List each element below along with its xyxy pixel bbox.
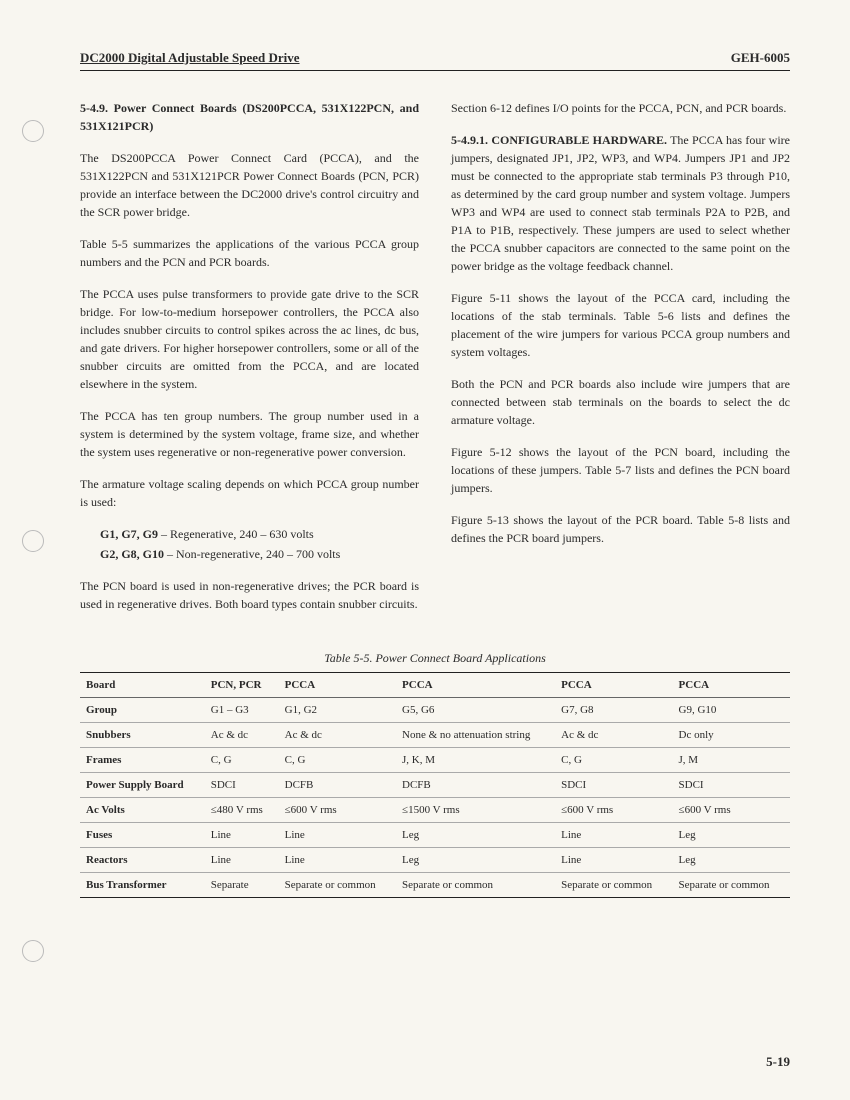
row-label: Snubbers	[80, 723, 205, 748]
paragraph: Section 6-12 defines I/O points for the …	[451, 99, 790, 117]
row-label: Reactors	[80, 848, 205, 873]
col-header: PCN, PCR	[205, 673, 279, 698]
punch-hole	[22, 120, 44, 142]
table-cell: Ac & dc	[279, 723, 396, 748]
row-label: Fuses	[80, 823, 205, 848]
table-cell: SDCI	[205, 773, 279, 798]
table-cell: Line	[555, 848, 672, 873]
row-label: Bus Transformer	[80, 873, 205, 898]
table-cell: C, G	[279, 748, 396, 773]
table-cell: None & no attenuation string	[396, 723, 555, 748]
table-cell: Line	[279, 848, 396, 873]
table-cell: ≤600 V rms	[673, 798, 790, 823]
voltage-list: G1, G7, G9 – Regenerative, 240 – 630 vol…	[80, 525, 419, 563]
table-cell: Line	[279, 823, 396, 848]
table-cell: Line	[205, 848, 279, 873]
table-row: FusesLineLineLegLineLeg	[80, 823, 790, 848]
table-cell: Separate or common	[396, 873, 555, 898]
table-cell: Ac & dc	[555, 723, 672, 748]
punch-hole	[22, 530, 44, 552]
paragraph: The PCCA uses pulse transformers to prov…	[80, 285, 419, 393]
group-desc: – Non-regenerative, 240 – 700 volts	[164, 547, 340, 561]
page-header: DC2000 Digital Adjustable Speed Drive GE…	[80, 50, 790, 71]
table-cell: ≤600 V rms	[555, 798, 672, 823]
table-cell: Dc only	[673, 723, 790, 748]
table-cell: ≤1500 V rms	[396, 798, 555, 823]
row-label: Ac Volts	[80, 798, 205, 823]
table-row: Power Supply BoardSDCIDCFBDCFBSDCISDCI	[80, 773, 790, 798]
applications-table: Board PCN, PCR PCCA PCCA PCCA PCCA Group…	[80, 672, 790, 898]
table-row: Bus TransformerSeparateSeparate or commo…	[80, 873, 790, 898]
col-header: PCCA	[555, 673, 672, 698]
table-row: Ac Volts≤480 V rms≤600 V rms≤1500 V rms≤…	[80, 798, 790, 823]
table-row: FramesC, GC, GJ, K, MC, GJ, M	[80, 748, 790, 773]
row-label: Power Supply Board	[80, 773, 205, 798]
table-cell: C, G	[555, 748, 672, 773]
table-cell: Separate or common	[555, 873, 672, 898]
table-cell: G9, G10	[673, 698, 790, 723]
col-header: PCCA	[673, 673, 790, 698]
table-cell: Ac & dc	[205, 723, 279, 748]
table-cell: Leg	[396, 848, 555, 873]
table-cell: G5, G6	[396, 698, 555, 723]
punch-hole	[22, 940, 44, 962]
page-number: 5-19	[766, 1054, 790, 1070]
paragraph: Both the PCN and PCR boards also include…	[451, 375, 790, 429]
group-label: G1, G7, G9	[100, 527, 158, 541]
table-cell: ≤480 V rms	[205, 798, 279, 823]
table-cell: Leg	[673, 823, 790, 848]
col-header: PCCA	[279, 673, 396, 698]
paragraph: Figure 5-12 shows the layout of the PCN …	[451, 443, 790, 497]
table-cell: J, M	[673, 748, 790, 773]
paragraph: The PCCA has ten group numbers. The grou…	[80, 407, 419, 461]
table-cell: Separate or common	[673, 873, 790, 898]
table-cell: SDCI	[555, 773, 672, 798]
table-cell: Leg	[396, 823, 555, 848]
table-cell: Line	[555, 823, 672, 848]
table-row: GroupG1 – G3G1, G2G5, G6G7, G8G9, G10	[80, 698, 790, 723]
table-cell: Separate	[205, 873, 279, 898]
table-cell: SDCI	[673, 773, 790, 798]
header-doc-id: GEH-6005	[731, 50, 790, 66]
col-header: PCCA	[396, 673, 555, 698]
paragraph: The DS200PCCA Power Connect Card (PCCA),…	[80, 149, 419, 221]
paragraph: 5-4.9.1. CONFIGURABLE HARDWARE. The PCCA…	[451, 131, 790, 275]
paragraph: Figure 5-13 shows the layout of the PCR …	[451, 511, 790, 547]
table-row: ReactorsLineLineLegLineLeg	[80, 848, 790, 873]
group-desc: – Regenerative, 240 – 630 volts	[158, 527, 314, 541]
table-cell: C, G	[205, 748, 279, 773]
paragraph: The armature voltage scaling depends on …	[80, 475, 419, 511]
paragraph: The PCN board is used in non-regenerativ…	[80, 577, 419, 613]
table-cell: ≤600 V rms	[279, 798, 396, 823]
group-label: G2, G8, G10	[100, 547, 164, 561]
table-cell: DCFB	[279, 773, 396, 798]
table-cell: G1 – G3	[205, 698, 279, 723]
table-cell: DCFB	[396, 773, 555, 798]
table-cell: G1, G2	[279, 698, 396, 723]
subsection-text: The PCCA has four wire jumpers, designat…	[451, 133, 790, 273]
col-header: Board	[80, 673, 205, 698]
table-cell: G7, G8	[555, 698, 672, 723]
row-label: Frames	[80, 748, 205, 773]
table-cell: J, K, M	[396, 748, 555, 773]
paragraph: Figure 5-11 shows the layout of the PCCA…	[451, 289, 790, 361]
table-caption: Table 5-5. Power Connect Board Applicati…	[80, 651, 790, 666]
subsection-heading: 5-4.9.1. CONFIGURABLE HARDWARE.	[451, 133, 667, 147]
paragraph: Table 5-5 summarizes the applications of…	[80, 235, 419, 271]
table-cell: Line	[205, 823, 279, 848]
right-column: Section 6-12 defines I/O points for the …	[451, 99, 790, 627]
row-label: Group	[80, 698, 205, 723]
header-title: DC2000 Digital Adjustable Speed Drive	[80, 50, 300, 66]
section-heading: 5-4.9. Power Connect Boards (DS200PCCA, …	[80, 99, 419, 135]
table-cell: Leg	[673, 848, 790, 873]
table-row: SnubbersAc & dcAc & dcNone & no attenuat…	[80, 723, 790, 748]
table-cell: Separate or common	[279, 873, 396, 898]
table-5-5: Table 5-5. Power Connect Board Applicati…	[80, 651, 790, 898]
left-column: 5-4.9. Power Connect Boards (DS200PCCA, …	[80, 99, 419, 627]
